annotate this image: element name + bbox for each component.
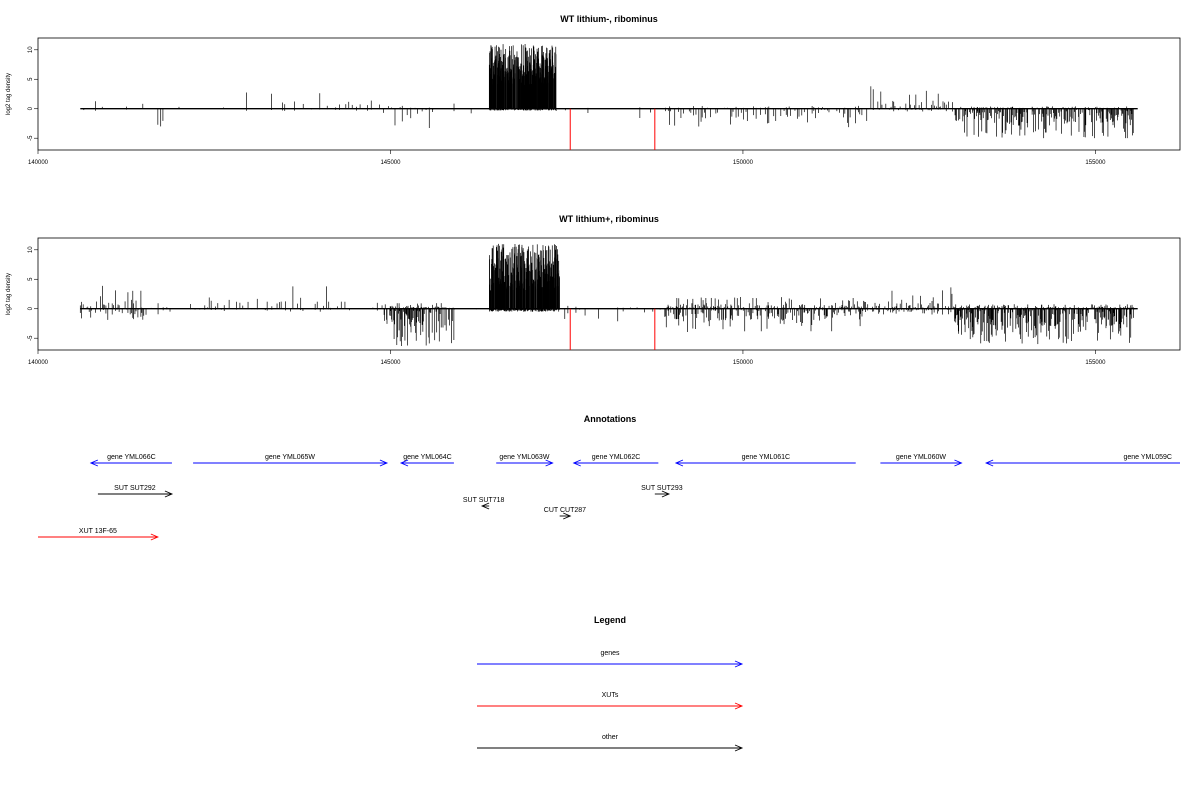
chart-title: WT lithium-, ribominus <box>560 14 658 24</box>
feature-label: gene YML065W <box>265 454 315 461</box>
arrow-icon <box>954 459 963 467</box>
signal-bars <box>83 44 1134 139</box>
feature-gene-yml063w: gene YML063W <box>496 454 554 467</box>
feature-label: CUT CUT287 <box>544 507 586 514</box>
feature-sut-sut718: SUT SUT718 <box>463 497 505 510</box>
y-tick-label: 5 <box>28 77 34 81</box>
legend-panel: Legend genes XUTs other <box>477 615 744 752</box>
feature-cut-cut287: CUT CUT287 <box>544 507 586 520</box>
feature-label: gene YML061C <box>742 454 791 461</box>
feature-gene-yml059c: gene YML059C <box>984 454 1180 467</box>
y-tick-label: 10 <box>28 46 34 53</box>
arrow-icon <box>164 490 174 498</box>
feature-label: gene YML063W <box>499 454 549 461</box>
arrow-icon <box>563 512 572 520</box>
feature-gene-yml064c: gene YML064C <box>399 454 454 467</box>
legend-title: Legend <box>594 615 626 625</box>
feature-label: gene YML066C <box>107 454 156 461</box>
y-tick-label: 10 <box>28 246 34 253</box>
arrow-icon <box>480 502 490 510</box>
feature-label: SUT SUT718 <box>463 497 505 504</box>
x-tick-label: 140000 <box>28 360 49 366</box>
arrow-icon <box>399 459 409 467</box>
legend-label: other <box>602 734 619 741</box>
track-panel-lithium-plus: WT lithium+, ribominus log2 tag density 10… <box>6 214 1181 366</box>
feature-label: gene YML062C <box>592 454 641 461</box>
feature-gene-yml065w: gene YML065W <box>193 454 389 467</box>
feature-label: gene YML059C <box>1123 454 1172 461</box>
y-axis-label: log2 tag density <box>6 273 12 315</box>
y-tick-label: 0 <box>28 106 34 110</box>
arrow-icon <box>734 744 744 752</box>
feature-gene-yml060w: gene YML060W <box>880 454 963 467</box>
feature-gene-yml062c: gene YML062C <box>572 454 659 467</box>
x-tick-label: 150000 <box>733 160 754 166</box>
x-tick-label: 155000 <box>1085 160 1106 166</box>
legend-label: genes <box>600 650 620 657</box>
plot-frame <box>37 237 1181 351</box>
track-panel-lithium-minus: WT lithium-, ribominus log2 tag density 10… <box>6 14 1181 166</box>
feature-gene-yml066c: gene YML066C <box>89 454 172 467</box>
legend-label: XUTs <box>602 692 619 699</box>
y-tick-label: -5 <box>28 135 34 141</box>
chart-title: WT lithium+, ribominus <box>559 214 659 224</box>
arrow-icon <box>674 459 684 467</box>
x-tick-label: 155000 <box>1085 360 1106 366</box>
y-axis-label: log2 tag density <box>6 73 12 115</box>
arrow-icon <box>984 459 994 467</box>
arrow-icon <box>572 459 581 467</box>
feature-label: gene YML064C <box>403 454 452 461</box>
arrow-icon <box>150 533 159 541</box>
plot-frame <box>37 37 1181 151</box>
arrow-icon <box>89 459 99 467</box>
feature-xut-13f-65: XUT 13F-65 <box>38 528 159 541</box>
arrow-icon <box>545 459 554 467</box>
feature-label: SUT SUT292 <box>114 485 156 492</box>
arrow-icon <box>734 660 744 668</box>
x-tick-label: 145000 <box>380 160 401 166</box>
signal-bars <box>79 243 1135 347</box>
x-tick-label: 145000 <box>380 360 401 366</box>
arrow-icon <box>734 702 744 710</box>
feature-label: gene YML060W <box>896 454 946 461</box>
y-tick-label: 5 <box>28 277 34 281</box>
feature-sut-sut293: SUT SUT293 <box>641 485 683 498</box>
annotations-panel: Annotations gene YML066C gene YML065W gene … <box>38 414 1180 541</box>
feature-sut-sut292: SUT SUT292 <box>97 485 174 498</box>
feature-label: XUT 13F-65 <box>79 528 117 535</box>
feature-label: SUT SUT293 <box>641 485 683 492</box>
x-tick-label: 150000 <box>733 360 754 366</box>
annotations-title: Annotations <box>584 414 637 424</box>
legend-item-other: other <box>477 734 744 752</box>
x-tick-label: 140000 <box>28 160 49 166</box>
arrow-icon <box>661 490 671 498</box>
feature-gene-yml061c: gene YML061C <box>674 454 856 467</box>
arrow-icon <box>379 459 389 467</box>
legend-item-xuts: XUTs <box>477 692 744 710</box>
y-tick-label: 0 <box>28 306 34 310</box>
y-tick-label: -5 <box>28 335 34 341</box>
legend-item-genes: genes <box>477 650 744 668</box>
